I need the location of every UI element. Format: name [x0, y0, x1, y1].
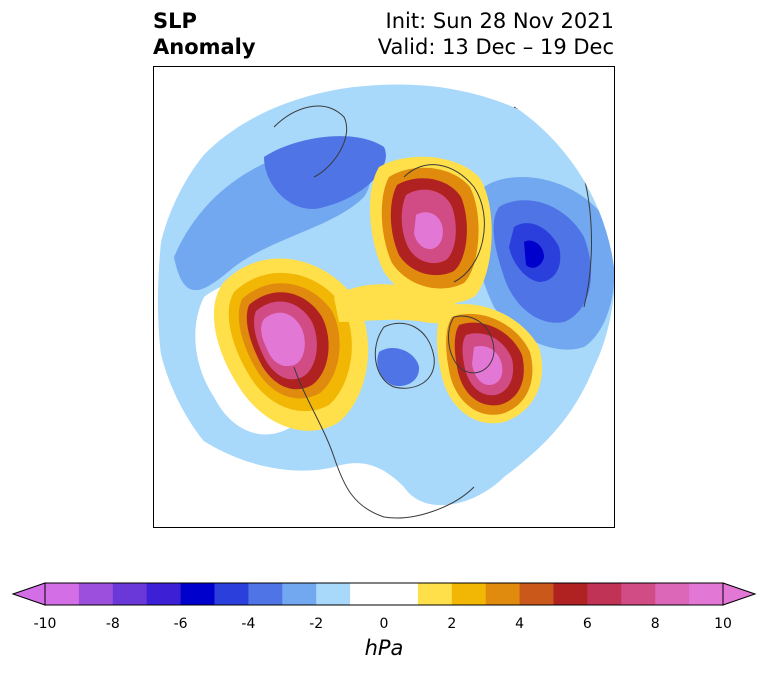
colorbar-tick-label: 2	[447, 616, 457, 632]
colorbar-cell	[485, 583, 521, 605]
colorbar-tick-label: -8	[105, 616, 120, 632]
map-panel	[153, 66, 615, 528]
colorbar-tick-label: 8	[650, 616, 660, 632]
title-right: Init: Sun 28 Nov 2021 Valid: 13 Dec – 19…	[378, 8, 614, 60]
colorbar-tick-label: 10	[714, 616, 732, 632]
colorbar-extend-left	[11, 582, 46, 606]
colorbar-cell	[553, 583, 588, 605]
title-left: SLP Anomaly	[153, 8, 256, 60]
title-anomaly: Anomaly	[153, 35, 256, 59]
colorbar-cell	[655, 583, 690, 605]
colorbar-cell	[384, 583, 419, 605]
colorbar-cell	[78, 583, 114, 605]
colorbar-unit: hPa	[364, 636, 404, 660]
colorbar-cell	[417, 583, 453, 605]
anomaly-map	[158, 84, 614, 519]
colorbar-cell	[214, 583, 249, 605]
colorbar-cell	[316, 583, 351, 605]
colorbar-cell	[451, 583, 487, 605]
colorbar-tick-label: -10	[33, 616, 57, 632]
colorbar-outline	[44, 582, 724, 606]
colorbar-tick-label: 6	[582, 616, 592, 632]
colorbar	[11, 582, 757, 606]
colorbar-cell	[45, 583, 80, 605]
colorbar-tick-label: -2	[309, 616, 324, 632]
colorbar-cell	[180, 583, 215, 605]
init-date: Init: Sun 28 Nov 2021	[385, 9, 614, 33]
colorbar-tick-label: -4	[241, 616, 256, 632]
valid-range: Valid: 13 Dec – 19 Dec	[377, 35, 614, 59]
colorbar-cell	[689, 583, 724, 605]
colorbar-cell	[587, 583, 622, 605]
colorbar-tick-label: -6	[173, 616, 188, 632]
colorbar-cell	[350, 583, 385, 605]
colorbar-cell	[282, 583, 317, 605]
negative-anomaly-region-nw	[264, 136, 386, 209]
colorbar-cell	[112, 583, 148, 605]
title-variable: SLP	[153, 9, 197, 33]
colorbar-extend-right	[722, 582, 757, 606]
colorbar-cell	[248, 583, 283, 605]
colorbar-cell	[146, 583, 182, 605]
colorbar-cell	[519, 583, 554, 605]
colorbar-tick-label: 0	[379, 616, 389, 632]
colorbar-tick-label: 4	[515, 616, 525, 632]
colorbar-cell	[621, 583, 656, 605]
